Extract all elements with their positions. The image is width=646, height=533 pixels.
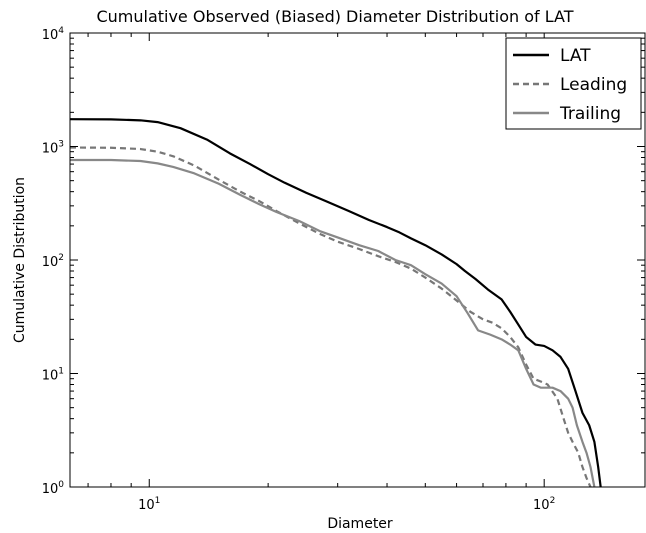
series-line-lat bbox=[69, 118, 602, 488]
y-tick-label: 101 bbox=[42, 367, 64, 384]
y-axis-ticks: 100 101 102 103 104 bbox=[42, 26, 645, 497]
legend-label-leading: Leading bbox=[560, 75, 627, 95]
series-line-leading bbox=[69, 146, 592, 488]
series-line-trailing bbox=[70, 158, 596, 488]
chart-title: Cumulative Observed (Biased) Diameter Di… bbox=[96, 7, 573, 26]
legend: LAT Leading Trailing bbox=[505, 37, 642, 130]
plot-series bbox=[69, 118, 602, 488]
x-axis-label: Diameter bbox=[327, 516, 393, 532]
y-tick-label: 104 bbox=[42, 26, 65, 43]
x-tick-label: 102 bbox=[533, 496, 555, 513]
x-tick-label: 101 bbox=[138, 496, 160, 513]
x-axis-ticks: 101 102 bbox=[87, 33, 555, 513]
legend-label-trailing: Trailing bbox=[559, 104, 621, 124]
y-axis-label: Cumulative Distribution bbox=[12, 177, 28, 343]
y-tick-label: 100 bbox=[42, 480, 65, 497]
y-tick-label: 102 bbox=[42, 253, 64, 270]
y-tick-label: 103 bbox=[42, 140, 64, 157]
legend-label-lat: LAT bbox=[560, 46, 591, 66]
